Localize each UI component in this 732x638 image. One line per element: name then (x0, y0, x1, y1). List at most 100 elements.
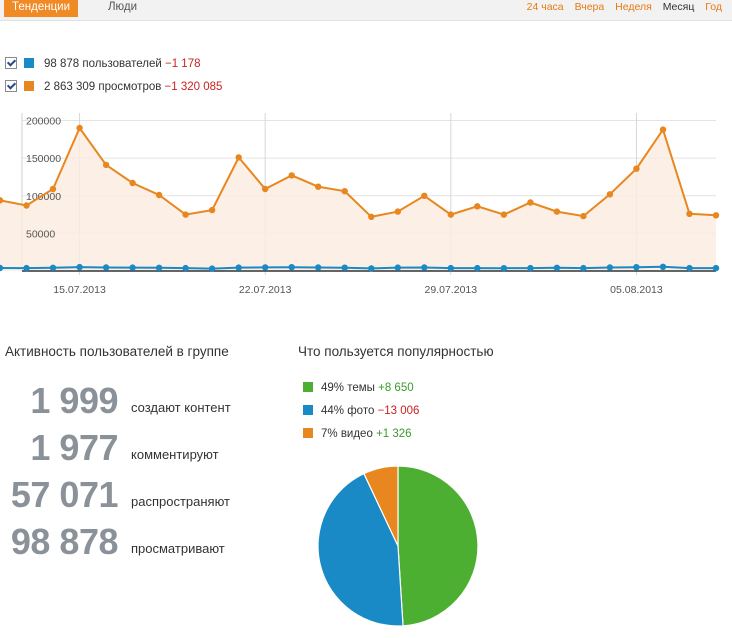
views-point (447, 211, 454, 218)
users-point (155, 264, 163, 271)
activity-value-create: 1 999 (30, 380, 118, 421)
y-tick-label: 150000 (26, 153, 61, 165)
views-point (155, 191, 163, 199)
users-point (235, 264, 242, 271)
users-count: 98 878 пользователей (44, 58, 162, 70)
x-tick-label: 15.07.2013 (53, 284, 106, 296)
users-point (527, 264, 534, 272)
users-point (421, 264, 428, 271)
x-tick-label: 29.07.2013 (425, 284, 478, 296)
top-bar: Тенденции Люди 24 часа Вчера Неделя Меся… (0, 0, 732, 21)
users-point (553, 264, 561, 271)
period-yesterday[interactable]: Вчера (574, 1, 605, 13)
users-point (659, 263, 667, 270)
views-point (23, 202, 30, 209)
users-point (606, 264, 614, 271)
users-point (129, 264, 136, 271)
x-tick-label: 22.07.2013 (239, 284, 292, 296)
users-point (580, 264, 587, 272)
tab-people[interactable]: Люди (108, 1, 138, 13)
activity-label-comment: комментируют (131, 447, 219, 462)
users-point (288, 264, 295, 271)
views-point (553, 208, 561, 215)
views-point (633, 165, 640, 172)
views-swatch (24, 81, 34, 91)
pie-slice-0 (397, 465, 479, 627)
period-week[interactable]: Неделя (615, 1, 652, 13)
views-point (341, 188, 348, 195)
users-point (23, 264, 30, 272)
activity-value-view: 98 878 (10, 521, 119, 562)
views-point (315, 183, 322, 190)
users-delta: −1 178 (165, 58, 201, 70)
views-point (368, 213, 375, 220)
pie-chart (317, 465, 479, 627)
period-year[interactable]: Год (705, 1, 722, 13)
pie-legend-topics: 49% темы +8 650 (303, 382, 414, 394)
views-point (394, 208, 401, 215)
users-point (182, 264, 189, 272)
activity-value-share: 57 071 (10, 474, 119, 515)
views-point (129, 179, 136, 187)
legend-users: 98 878 пользователей −1 178 (5, 57, 201, 73)
y-tick-label: 100000 (26, 191, 61, 203)
pie-legend-photos: 44% фото −13 006 (303, 405, 419, 417)
photos-delta: −13 006 (377, 405, 420, 417)
views-point (102, 161, 110, 169)
views-point (474, 203, 481, 210)
users-point (712, 264, 720, 272)
users-point (500, 265, 508, 272)
views-point (712, 212, 720, 219)
users-point (208, 265, 216, 272)
users-swatch (24, 58, 34, 68)
users-point (49, 264, 57, 271)
views-area (0, 128, 716, 271)
pie-slice-2 (363, 465, 399, 547)
views-point (659, 126, 667, 133)
views-delta: −1 320 085 (164, 81, 223, 93)
legend-views: 2 863 309 просмотров −1 320 085 (5, 80, 222, 96)
views-point (421, 192, 428, 199)
users-point (633, 264, 640, 271)
users-point (447, 264, 454, 272)
activity-label-create: создают контент (131, 400, 231, 415)
tab-trends[interactable]: Тенденции (4, 0, 79, 17)
users-point (102, 264, 110, 271)
period-month[interactable]: Месяц (662, 1, 695, 13)
views-point (288, 172, 295, 179)
photos-label: 44% фото (321, 405, 375, 417)
users-point (341, 264, 348, 271)
topics-swatch (303, 382, 313, 392)
videos-label: 7% видео (321, 428, 373, 440)
views-point (0, 197, 4, 204)
users-point (394, 264, 401, 271)
views-point (686, 210, 693, 217)
views-point (606, 191, 614, 198)
pie-legend-videos: 7% видео +1 326 (303, 428, 412, 440)
views-line (0, 125, 717, 218)
views-point (235, 154, 242, 161)
period-24h[interactable]: 24 часа (526, 1, 564, 13)
period-selector: 24 часа Вчера Неделя Месяц Год (519, 0, 722, 17)
users-point (76, 263, 83, 271)
views-checkbox[interactable] (5, 80, 17, 92)
x-tick-label: 05.08.2013 (610, 284, 663, 296)
activity-label-view: просматривают (131, 541, 225, 556)
users-point (368, 265, 375, 272)
activity-value-comment: 1 977 (30, 427, 118, 468)
views-point (76, 124, 83, 132)
y-tick-label: 50000 (26, 228, 55, 240)
topics-delta: +8 650 (378, 382, 414, 394)
views-point (500, 211, 508, 218)
users-line (0, 265, 716, 270)
users-point (315, 264, 322, 271)
videos-delta: +1 326 (376, 428, 412, 440)
y-tick-label: 200000 (26, 116, 61, 128)
line-chart: 50000 100000 150000 200000 15.07.2013 22.07.2… (0, 113, 720, 296)
popular-title: Что пользуется популярностью (298, 344, 494, 359)
users-checkbox[interactable] (5, 57, 17, 69)
videos-swatch (303, 428, 313, 438)
views-point (208, 206, 216, 214)
users-point (262, 264, 269, 271)
views-point (527, 199, 534, 206)
